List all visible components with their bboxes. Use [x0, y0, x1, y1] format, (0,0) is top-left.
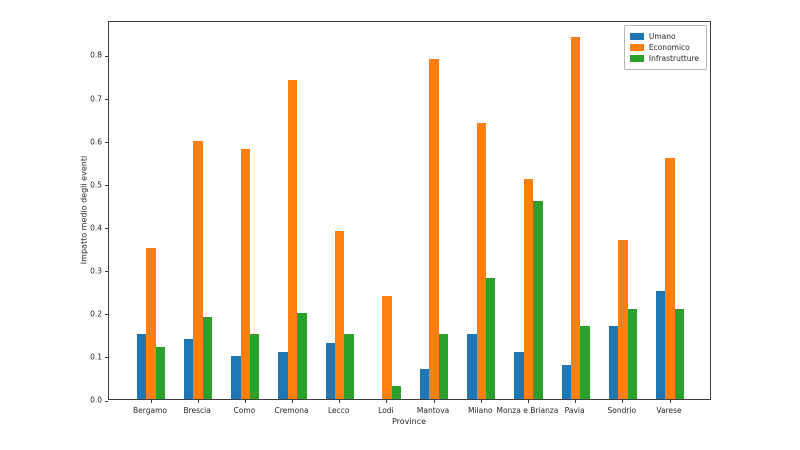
x-tick-label: Lodi [378, 406, 394, 415]
bar-economico-monza-e-brianza [523, 179, 534, 399]
legend-item: Umano [629, 32, 699, 41]
bar-infrastrutture-brescia [202, 317, 213, 399]
bar-infrastrutture-mantova [438, 334, 449, 399]
y-tick-mark [105, 55, 108, 57]
y-tick-label: 0.2 [90, 309, 102, 319]
plot-area: Umano Economico Infrastrutture [105, 21, 711, 403]
x-tick-label: Bergamo [133, 406, 167, 415]
legend: Umano Economico Infrastrutture [623, 25, 707, 70]
legend-swatch-icon [629, 55, 644, 62]
y-tick-mark [105, 357, 108, 359]
x-tick-label: Milano [467, 406, 493, 415]
bar-economico-milano [476, 123, 486, 399]
x-tick-mark [150, 400, 152, 403]
bar-infrastrutture-milano [485, 278, 496, 399]
bar-economico-cremona [287, 80, 298, 399]
bar-economico-brescia [193, 140, 203, 399]
bar-umano-lecco [325, 343, 336, 399]
bar-umano-monza-e-brianza [514, 351, 524, 399]
bar-umano-mantova [419, 368, 430, 399]
bar-economico-lecco [335, 231, 345, 399]
legend-swatch-icon [629, 33, 644, 40]
legend-label: Umano [648, 32, 676, 41]
y-tick-mark [105, 271, 108, 273]
legend-label: Economico [648, 43, 690, 52]
bar-umano-pavia [561, 364, 571, 399]
legend-item: Infrastrutture [629, 54, 699, 63]
bar-umano-cremona [278, 351, 288, 399]
legend-item: Economico [629, 43, 699, 52]
bar-economico-lodi [382, 295, 392, 399]
x-tick-label: Sondrio [607, 406, 637, 415]
bar-infrastrutture-sondrio [627, 308, 637, 399]
x-axis-label: Province [391, 417, 427, 426]
y-tick-label: 0.8 [90, 50, 102, 60]
x-tick-mark [433, 400, 435, 403]
bar-economico-bergamo [146, 248, 156, 399]
x-tick-mark [244, 400, 246, 403]
y-tick-mark [105, 228, 108, 230]
y-tick-label: 0.4 [90, 223, 102, 233]
y-tick-label: 0.0 [90, 395, 102, 405]
y-tick-mark [105, 185, 108, 187]
bar-infrastrutture-lecco [344, 334, 354, 399]
y-tick-mark [105, 400, 108, 402]
x-tick-label: Monza e Brianza [496, 406, 559, 415]
y-tick-label: 0.5 [90, 180, 102, 190]
x-tick-mark [386, 400, 388, 403]
x-tick-mark [622, 400, 624, 403]
bar-economico-varese [665, 157, 675, 399]
x-tick-mark [292, 400, 294, 403]
x-tick-mark [669, 400, 671, 403]
bar-economico-sondrio [618, 239, 628, 399]
bar-economico-pavia [570, 37, 581, 399]
x-tick-label: Cremona [274, 406, 309, 415]
x-tick-mark [527, 400, 529, 403]
x-tick-label: Lecco [327, 406, 350, 415]
x-tick-label: Como [233, 406, 256, 415]
x-tick-mark [197, 400, 199, 403]
bar-infrastrutture-lodi [391, 386, 401, 399]
legend-items: Umano Economico Infrastrutture [629, 32, 699, 63]
bar-infrastrutture-bergamo [155, 347, 166, 399]
bar-umano-sondrio [608, 325, 619, 399]
legend-swatch-icon [629, 44, 644, 51]
y-tick-label: 0.6 [90, 137, 102, 147]
bar-economico-mantova [429, 58, 439, 399]
bar-infrastrutture-monza-e-brianza [533, 200, 543, 399]
bar-umano-brescia [184, 338, 194, 399]
y-tick-mark [105, 99, 108, 101]
y-tick-label: 0.7 [90, 94, 102, 104]
x-tick-mark [339, 400, 341, 403]
bar-umano-milano [467, 334, 477, 399]
y-tick-mark [105, 142, 108, 144]
x-tick-mark [575, 400, 577, 403]
bar-umano-como [231, 355, 241, 399]
bar-infrastrutture-cremona [297, 312, 307, 399]
x-tick-label: Brescia [183, 406, 211, 415]
y-tick-label: 0.1 [90, 352, 102, 362]
y-tick-mark [105, 314, 108, 316]
bar-economico-como [240, 149, 251, 399]
bar-infrastrutture-varese [674, 308, 685, 399]
y-axis-label: Impatto medio degli eventi [79, 155, 89, 265]
bar-infrastrutture-pavia [580, 325, 590, 399]
y-tick-label: 0.3 [90, 266, 102, 276]
bar-umano-bergamo [136, 334, 147, 399]
legend-label: Infrastrutture [648, 54, 699, 63]
x-tick-label: Varese [656, 406, 682, 415]
x-tick-mark [480, 400, 482, 403]
x-tick-label: Mantova [416, 406, 450, 415]
bar-infrastrutture-como [250, 334, 260, 399]
bar-umano-varese [655, 291, 666, 399]
x-tick-label: Pavia [564, 406, 585, 415]
